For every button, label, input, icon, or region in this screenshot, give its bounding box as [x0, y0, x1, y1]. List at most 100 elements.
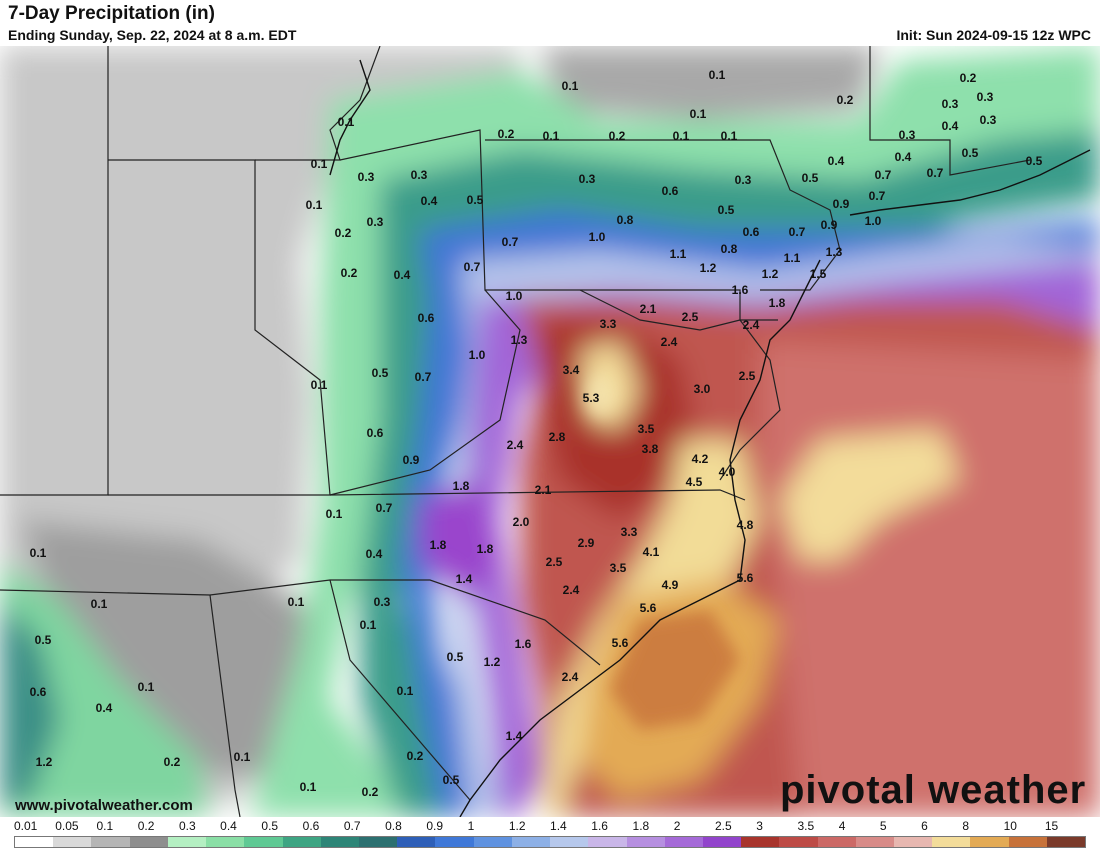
precip-value-label: 0.2 — [406, 749, 424, 763]
precip-value-label: 0.7 — [501, 235, 519, 249]
legend-tick-label: 0.2 — [137, 819, 155, 833]
precip-value-label: 4.8 — [736, 518, 754, 532]
precip-value-label: 2.1 — [534, 483, 552, 497]
precip-value-label: 1.5 — [809, 267, 827, 281]
brand-logo: pivotal weather — [780, 768, 1087, 812]
precip-value-label: 0.9 — [402, 453, 420, 467]
precip-value-label: 0.4 — [827, 154, 845, 168]
precip-value-label: 0.3 — [734, 173, 752, 187]
legend-swatch — [358, 837, 398, 847]
precip-value-label: 0.5 — [34, 633, 52, 647]
precip-value-label: 2.5 — [738, 369, 756, 383]
precip-value-label: 0.2 — [361, 785, 379, 799]
precip-value-label: 2.4 — [561, 670, 579, 684]
precip-value-label: 3.3 — [599, 317, 617, 331]
legend-tick-label: 6 — [921, 819, 928, 833]
precip-value-label: 0.3 — [366, 215, 384, 229]
legend-tick-label: 1.6 — [591, 819, 608, 833]
legend-tick-label: 0.7 — [343, 819, 361, 833]
precip-value-label: 1.2 — [483, 655, 501, 669]
legend-swatch — [167, 837, 207, 847]
precip-value-label: 0.7 — [868, 189, 886, 203]
legend-swatch — [53, 837, 92, 847]
precip-value-label: 1.2 — [35, 755, 53, 769]
legend-swatch — [932, 837, 971, 847]
precip-value-label: 0.1 — [310, 378, 328, 392]
legend-tick-label: 3.5 — [797, 819, 815, 833]
legend-tick-label: 1.4 — [550, 819, 567, 833]
coastline — [329, 59, 1091, 817]
legend-swatch — [779, 837, 818, 847]
precip-value-label: 0.6 — [366, 426, 384, 440]
watermark-url: www.pivotalweather.com — [15, 797, 193, 814]
legend-swatch — [970, 837, 1009, 847]
precip-value-label: 3.5 — [637, 422, 655, 436]
precip-value-label: 0.5 — [446, 650, 464, 664]
model-init-label: Init: Sun 2024-09-15 12z WPC — [896, 27, 1091, 43]
precipitation-field — [0, 46, 1100, 817]
precip-value-label: 5.6 — [639, 601, 657, 615]
precip-value-label: 2.0 — [512, 515, 530, 529]
precip-value-label: 0.6 — [742, 225, 760, 239]
precip-value-label: 0.2 — [163, 755, 181, 769]
precip-value-label: 0.1 — [233, 750, 251, 764]
precip-value-label: 1.1 — [783, 251, 801, 265]
precip-value-label: 1.3 — [825, 245, 843, 259]
precip-value-label: 5.6 — [611, 636, 629, 650]
precip-value-label: 2.4 — [660, 335, 678, 349]
precip-value-label: 5.6 — [736, 571, 754, 585]
precip-value-label: 2.9 — [577, 536, 595, 550]
precip-value-label: 1.4 — [505, 729, 523, 743]
legend-swatch — [1046, 837, 1086, 847]
precip-value-label: 0.4 — [365, 547, 383, 561]
legend-tick-label: 0.01 — [14, 819, 38, 833]
precip-value-label: 2.5 — [545, 555, 563, 569]
precip-value-label: 2.1 — [639, 302, 657, 316]
precip-value-label: 0.4 — [95, 701, 113, 715]
precip-value-label: 0.1 — [325, 507, 343, 521]
precip-value-label: 0.8 — [720, 242, 738, 256]
legend-labels: 0.01 0.05 0.1 0.2 0.3 0.4 0.5 0.6 0.7 0.8 0.9 1 1.2 1… — [14, 819, 1086, 834]
precip-value-label: 0.6 — [417, 311, 435, 325]
legend-swatch — [550, 837, 589, 847]
precipitation-map[interactable] — [0, 46, 1100, 817]
precip-value-label: 1.0 — [468, 348, 486, 362]
legend-swatch — [626, 837, 665, 847]
precip-value-label: 0.3 — [578, 172, 596, 186]
legend-tick-label: 0.3 — [178, 819, 196, 833]
legend-tick-label: 2 — [673, 819, 681, 833]
map-header: 7-Day Precipitation (in) Ending Sunday, … — [0, 0, 1100, 46]
precip-value-label: 3.8 — [641, 442, 659, 456]
precip-value-label: 2.4 — [506, 438, 524, 452]
legend-tick-label: 15 — [1044, 819, 1059, 833]
precip-value-label: 2.5 — [681, 310, 699, 324]
precip-value-label: 0.2 — [340, 266, 358, 280]
precip-value-label: 0.3 — [357, 170, 375, 184]
precip-value-label: 1.2 — [761, 267, 779, 281]
legend-tick-label: 1.8 — [632, 819, 650, 833]
precip-value-label: 3.5 — [609, 561, 627, 575]
legend-tick-label: 0.8 — [385, 819, 402, 833]
state-boundaries — [0, 46, 1031, 817]
precip-value-label: 0.2 — [334, 226, 352, 240]
precip-value-label: 0.4 — [393, 268, 411, 282]
precip-value-label: 0.1 — [90, 597, 108, 611]
legend-tick-label: 0.05 — [55, 819, 79, 833]
precip-value-label: 0.4 — [941, 119, 959, 133]
precip-value-label: 0.1 — [337, 115, 355, 129]
precip-value-label: 0.1 — [689, 107, 707, 121]
precip-value-label: 0.7 — [874, 168, 892, 182]
precip-value-label: 0.7 — [414, 370, 432, 384]
legend-tick-label: 3 — [756, 819, 763, 833]
precip-value-label: 1.1 — [669, 247, 687, 261]
precip-value-label: 1.8 — [476, 542, 494, 556]
precip-value-label: 0.5 — [801, 171, 819, 185]
precip-value-label: 0.1 — [396, 684, 414, 698]
map-title: 7-Day Precipitation (in) — [8, 3, 215, 24]
legend-color-bar — [14, 836, 1086, 848]
legend-tick-label: 4 — [838, 819, 846, 833]
precip-value-label: 0.5 — [466, 193, 484, 207]
precip-value-label: 0.2 — [836, 93, 854, 107]
legend-swatch — [397, 837, 436, 847]
legend-tick-label: 2.5 — [714, 819, 732, 833]
